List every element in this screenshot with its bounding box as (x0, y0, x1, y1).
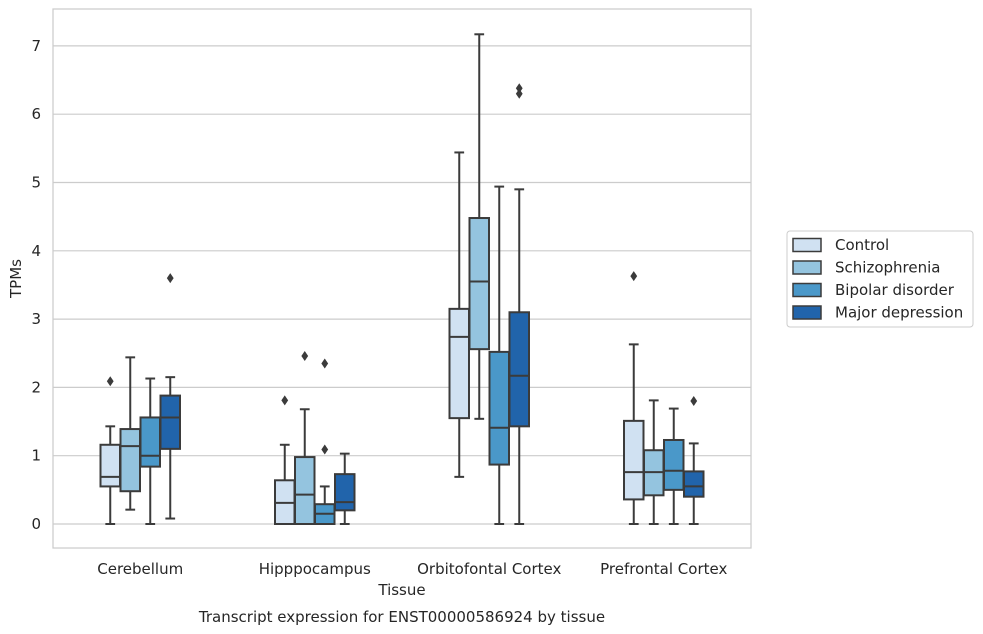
box-control (274, 395, 296, 525)
outlier-point (515, 88, 523, 99)
plot-frame (52, 8, 752, 549)
outlier-point (321, 358, 329, 369)
legend-swatch (792, 237, 822, 253)
outlier-point (281, 395, 289, 406)
x-tick-label: Cerebellum (97, 560, 183, 578)
outlier-point (106, 376, 114, 387)
y-tick-label: 5 (31, 174, 41, 192)
outlier-point (301, 350, 309, 361)
chart-caption: Transcript expression for ENST0000058692… (198, 608, 605, 626)
box-schizophrenia (468, 33, 490, 420)
iqr-box (468, 217, 490, 351)
iqr-box (488, 350, 510, 466)
y-tick-label: 6 (31, 105, 41, 123)
y-tick-label: 0 (31, 515, 41, 533)
outlier-point (321, 444, 329, 455)
legend-label: Control (835, 236, 889, 254)
legend-swatch (792, 282, 822, 298)
box-bipolar-disorder (139, 377, 161, 525)
box-schizophrenia (294, 350, 316, 526)
box-bipolar-disorder (488, 185, 510, 525)
iqr-box (119, 428, 141, 493)
iqr-box (334, 473, 356, 512)
legend-frame (786, 230, 974, 328)
box-schizophrenia (119, 356, 141, 511)
iqr-box (139, 416, 161, 468)
iqr-box (683, 470, 705, 498)
box-major-depression (159, 273, 181, 520)
x-tick-label: Orbitofontal Cortex (417, 560, 561, 578)
outlier-point (690, 396, 698, 407)
y-tick-label: 4 (31, 242, 41, 260)
iqr-box (159, 394, 181, 450)
iqr-box (663, 438, 685, 491)
iqr-box (99, 443, 121, 488)
box-control (99, 376, 121, 525)
y-tick-label: 7 (31, 37, 41, 55)
box-major-depression (334, 452, 356, 525)
iqr-box (508, 311, 530, 428)
iqr-box (623, 419, 645, 501)
tick-layer: 0 1 2 3 4 5 6 7 Cerebellum Hipppocampus Orbitofont… (31, 37, 727, 578)
outlier-point (166, 273, 174, 284)
y-tick-label: 1 (31, 447, 41, 465)
outlier-point (515, 83, 523, 94)
legend-swatch (792, 260, 822, 275)
box-control (623, 271, 645, 525)
box-control (448, 151, 470, 478)
legend: Control Schizophrenia Bipolar disorder Majo… (786, 230, 974, 328)
box-major-depression (683, 396, 705, 525)
x-axis-label: Tissue (377, 581, 425, 599)
box-layer (99, 33, 705, 526)
y-axis-label: TPMs (7, 259, 25, 299)
y-tick-label: 3 (31, 310, 41, 328)
legend-label: Bipolar disorder (835, 281, 955, 299)
iqr-box (448, 307, 470, 420)
y-tick-label: 2 (31, 378, 41, 396)
legend-swatch (792, 305, 822, 320)
box-bipolar-disorder (663, 407, 685, 525)
x-tick-label: Prefrontal Cortex (600, 560, 727, 578)
legend-label: Major depression (835, 304, 963, 322)
box-schizophrenia (643, 399, 665, 525)
box-bipolar-disorder (314, 358, 336, 525)
box-major-depression (508, 83, 530, 525)
iqr-box (294, 456, 316, 526)
x-tick-label: Hipppocampus (259, 560, 371, 578)
legend-label: Schizophrenia (835, 259, 940, 277)
outlier-point (630, 271, 638, 282)
